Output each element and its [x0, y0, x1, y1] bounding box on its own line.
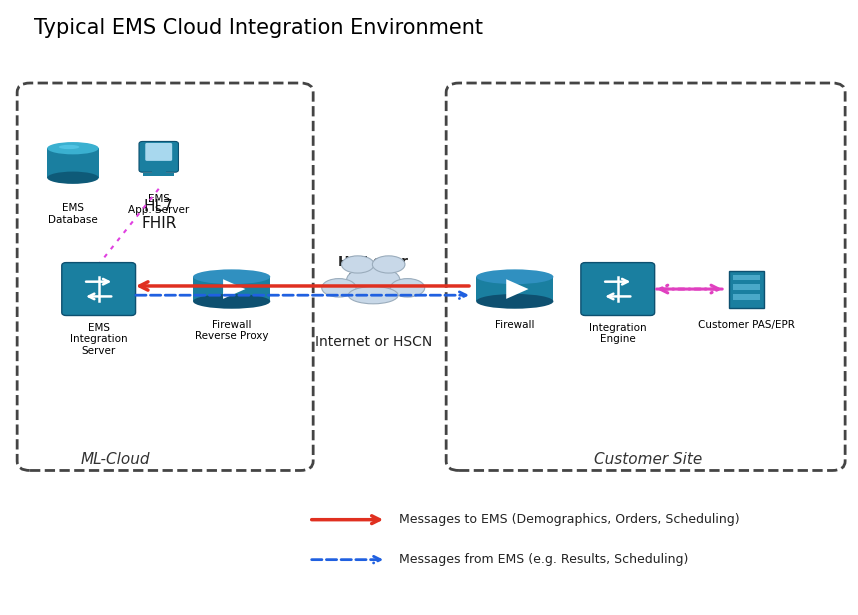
Ellipse shape	[476, 269, 553, 284]
Text: ML-Cloud: ML-Cloud	[81, 452, 151, 467]
Bar	[152, 169, 166, 173]
Bar	[476, 277, 553, 301]
Ellipse shape	[322, 279, 356, 297]
Ellipse shape	[47, 172, 99, 184]
Text: Messages to EMS (Demographics, Orders, Scheduling): Messages to EMS (Demographics, Orders, S…	[399, 513, 740, 526]
Text: Integration
Engine: Integration Engine	[589, 323, 647, 344]
Text: Messages from EMS (e.g. Results, Scheduling): Messages from EMS (e.g. Results, Schedul…	[399, 553, 688, 566]
FancyBboxPatch shape	[729, 271, 764, 308]
FancyBboxPatch shape	[145, 143, 172, 161]
Text: Internet or HSCN: Internet or HSCN	[315, 335, 432, 349]
Text: Firewall: Firewall	[495, 320, 535, 330]
FancyBboxPatch shape	[139, 141, 178, 172]
Polygon shape	[506, 279, 529, 299]
Ellipse shape	[476, 294, 553, 309]
Ellipse shape	[348, 287, 398, 304]
Text: HL7
FHIR: HL7 FHIR	[141, 199, 177, 231]
Bar	[47, 148, 99, 178]
Ellipse shape	[341, 256, 374, 273]
Bar	[193, 277, 270, 301]
Ellipse shape	[193, 294, 270, 309]
Text: EMS
Integration
Server: EMS Integration Server	[69, 323, 128, 356]
Text: Typical EMS Cloud Integration Environment: Typical EMS Cloud Integration Environmen…	[34, 18, 483, 39]
Ellipse shape	[372, 256, 405, 273]
FancyBboxPatch shape	[62, 263, 136, 315]
Bar	[143, 173, 174, 176]
FancyBboxPatch shape	[581, 263, 655, 315]
Text: HL7 over
HTTPS: HL7 over HTTPS	[338, 255, 408, 286]
Polygon shape	[223, 279, 245, 299]
Text: EMS
Database: EMS Database	[48, 203, 98, 224]
Text: EMS
App. Server: EMS App. Server	[128, 194, 190, 215]
FancyBboxPatch shape	[733, 275, 760, 280]
FancyBboxPatch shape	[733, 294, 760, 300]
Text: Customer Site: Customer Site	[594, 452, 702, 467]
Text: Customer PAS/EPR: Customer PAS/EPR	[698, 320, 795, 330]
Ellipse shape	[390, 279, 425, 297]
Ellipse shape	[47, 142, 99, 154]
FancyBboxPatch shape	[733, 285, 760, 290]
Ellipse shape	[347, 267, 400, 293]
Ellipse shape	[193, 269, 270, 284]
Ellipse shape	[58, 145, 80, 149]
Text: Firewall
Reverse Proxy: Firewall Reverse Proxy	[195, 320, 269, 341]
